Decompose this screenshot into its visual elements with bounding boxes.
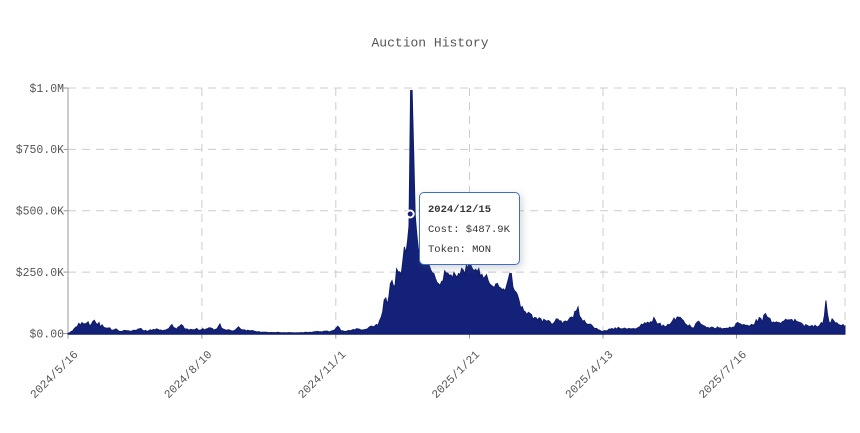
svg-text:2025/4/13: 2025/4/13: [563, 349, 616, 402]
svg-text:2024/8/10: 2024/8/10: [162, 349, 215, 402]
svg-text:2024/11/1: 2024/11/1: [296, 349, 349, 402]
svg-text:2025/7/16: 2025/7/16: [697, 349, 750, 402]
svg-text:Auction History: Auction History: [371, 36, 488, 51]
svg-text:$250.0K: $250.0K: [16, 267, 64, 280]
svg-text:2024/5/16: 2024/5/16: [28, 349, 81, 402]
svg-text:2025/1/21: 2025/1/21: [430, 349, 483, 402]
svg-text:$750.0K: $750.0K: [16, 144, 64, 157]
svg-text:$0.00: $0.00: [29, 328, 64, 341]
svg-text:$500.0K: $500.0K: [16, 206, 64, 219]
svg-text:$1.0M: $1.0M: [29, 83, 64, 96]
